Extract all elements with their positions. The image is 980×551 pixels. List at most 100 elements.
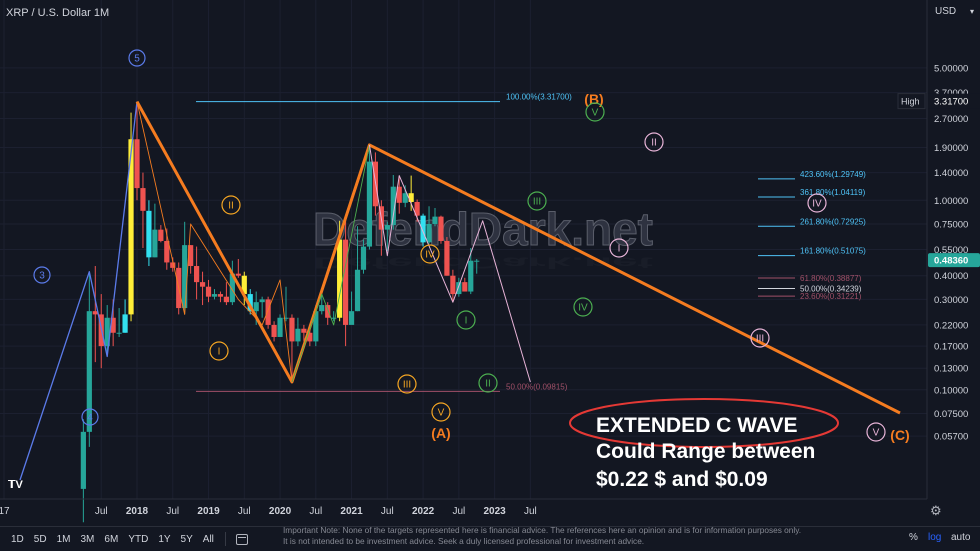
candle-body <box>283 317 289 319</box>
candle-body <box>140 188 146 211</box>
range-button-5y[interactable]: 5Y <box>180 533 193 545</box>
candle-body <box>468 260 474 292</box>
time-tick-label: 2023 <box>483 506 506 517</box>
candle-body <box>271 324 277 337</box>
candle-body <box>307 332 313 342</box>
range-button-6m[interactable]: 6M <box>104 533 119 545</box>
orange-wave-II: II <box>228 201 234 212</box>
currency-label[interactable]: USD <box>935 6 956 17</box>
log-toggle[interactable]: log <box>928 532 942 543</box>
candle-body <box>319 305 325 312</box>
pink-wave-V: V <box>873 428 880 439</box>
time-tick-label: 2021 <box>340 506 363 517</box>
candle-body <box>188 245 194 267</box>
price-tick-label: 0.05700 <box>934 432 968 443</box>
orange-wave-IV: IV <box>425 250 435 261</box>
price-tick-label: 0.55000 <box>934 245 968 256</box>
candle-body <box>360 246 367 270</box>
time-tick-label: Jul <box>238 506 251 517</box>
bottom-toolbar: 1D 5D 1M 3M 6M YTD 1Y 5Y All <box>0 526 980 551</box>
percent-toggle[interactable]: % <box>909 532 918 543</box>
price-tick-label: 0.22000 <box>934 320 968 331</box>
candle-body <box>384 225 390 230</box>
watermark-reflection: DefendDark.net <box>313 254 654 272</box>
blue-wave-3: 3 <box>39 271 45 282</box>
candle-body <box>205 286 212 297</box>
fib-label: 50.00%(0.09815) <box>506 382 568 391</box>
price-tick-label: 5.00000 <box>934 63 968 74</box>
orange-wave-V: V <box>438 408 445 419</box>
green-wave-II-circle <box>478 373 498 393</box>
range-button-1y[interactable]: 1Y <box>158 533 171 545</box>
time-tick-label: Jul <box>309 506 322 517</box>
time-tick-label: 2018 <box>126 506 149 517</box>
green-wave-IV-circle <box>573 297 593 317</box>
candle-body <box>289 317 295 342</box>
price-tick-label: 0.40000 <box>934 271 968 282</box>
auto-toggle[interactable]: auto <box>951 532 971 543</box>
candle-body <box>170 262 176 268</box>
price-tick-label: 0.75000 <box>934 219 968 230</box>
range-button-1m[interactable]: 1M <box>56 533 71 545</box>
candle-body <box>110 317 116 333</box>
calendar-icon[interactable] <box>235 533 248 545</box>
candle-body <box>426 223 432 243</box>
range-button-ytd[interactable]: YTD <box>128 533 149 545</box>
range-button-3m[interactable]: 3M <box>80 533 95 545</box>
candle-body <box>211 294 218 297</box>
candle-body <box>122 314 128 333</box>
candle-body <box>337 239 343 318</box>
candle-body <box>456 282 462 295</box>
candle-body <box>164 240 170 263</box>
candle-body <box>146 210 152 258</box>
chevron-down-icon[interactable]: ▾ <box>970 7 974 16</box>
blue-wave-3-circle <box>33 266 51 284</box>
candle-body <box>390 186 396 226</box>
time-tick-label: 2019 <box>197 506 220 517</box>
price-tick-label: 0.30000 <box>934 295 968 306</box>
time-axis[interactable]: 17 Jul 2018 Jul 2019 Jul 2020 Jul 2021 Jul 2022 Jul… <box>0 498 927 517</box>
candle-body <box>462 282 468 292</box>
price-tick-label: 1.00000 <box>934 196 968 207</box>
range-button-1d[interactable]: 1D <box>11 533 24 545</box>
settings-gear-icon[interactable]: ⚙ <box>930 503 942 518</box>
candle-body <box>229 273 235 303</box>
range-button-all[interactable]: All <box>202 533 214 545</box>
orange-wave-B: (B) <box>584 91 603 107</box>
last-price-tag <box>928 253 980 268</box>
annotation: EXTENDED C WAVE Could Range between $0.2… <box>569 398 839 491</box>
candle-body <box>86 311 92 432</box>
time-tick-label: Jul <box>95 506 108 517</box>
price-tick-label: 0.10000 <box>934 385 968 396</box>
candle-body <box>235 273 241 276</box>
fib-label: 261.80%(0.72925) <box>800 217 866 226</box>
pink-wave-line <box>368 144 531 383</box>
high-tag <box>897 93 926 110</box>
price-tick-label: 0.13000 <box>934 364 968 375</box>
candle-body <box>134 139 140 189</box>
fib-label: 61.80%(0.38877) <box>800 274 862 283</box>
green-wave-III-circle <box>527 191 547 211</box>
candle-body <box>408 193 414 202</box>
candle-body <box>420 215 426 243</box>
candle-body <box>104 317 110 347</box>
candle-body <box>217 294 224 297</box>
blue-wave-5: 5 <box>134 54 140 65</box>
annotation-line-3: $0.22 $ and $0.09 <box>596 468 768 491</box>
grid <box>0 0 927 499</box>
range-button-5d[interactable]: 5D <box>33 533 47 545</box>
symbol-title[interactable]: XRP / U.S. Dollar 1M <box>6 7 109 19</box>
blue-wave-5-circle <box>128 49 146 67</box>
orange-wave-III-circle <box>397 374 417 394</box>
candle-body <box>343 239 349 325</box>
candle-body <box>158 229 164 241</box>
candle-body <box>366 161 373 247</box>
orange-minor-wave-line <box>136 101 293 383</box>
candle-body <box>325 305 331 318</box>
price-axis[interactable]: USD ▾ 5.000003.700002.700001.900001.4000… <box>897 0 980 499</box>
green-wave-I: I <box>465 316 468 327</box>
candle-body <box>331 317 337 319</box>
disclaimer-note: Important Note: None of the targets repr… <box>283 525 802 546</box>
orange-wave-II-circle <box>221 195 241 215</box>
